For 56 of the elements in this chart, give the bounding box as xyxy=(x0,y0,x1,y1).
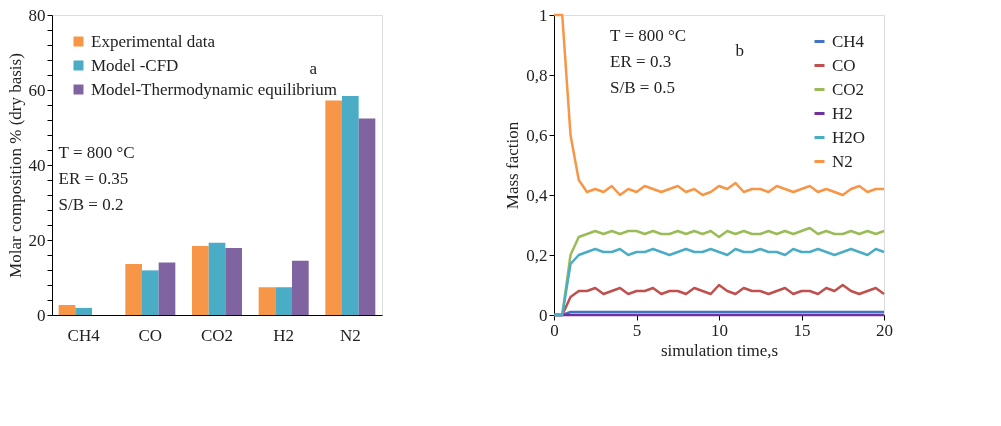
bar xyxy=(125,264,142,315)
legend-label: Model-Thermodynamic equilibrium xyxy=(91,79,337,99)
annotation: b xyxy=(735,41,744,60)
legend-label: H2O xyxy=(832,127,866,147)
bar xyxy=(208,242,226,315)
bar xyxy=(58,304,76,315)
x-axis-title: simulation time,s xyxy=(660,340,779,360)
x-tick-label: H2 xyxy=(273,325,295,345)
legend-label: H2 xyxy=(832,103,853,123)
y-tick-label: 0 xyxy=(37,305,46,325)
bar xyxy=(258,287,276,315)
y-tick-label: 0,2 xyxy=(526,245,548,265)
x-tick-label: 5 xyxy=(632,320,642,340)
bar xyxy=(342,96,359,315)
bar xyxy=(225,247,242,315)
y-tick-label: 60 xyxy=(28,80,46,100)
y-axis-title: Mass faction xyxy=(503,121,523,210)
y-tick-label: 40 xyxy=(28,155,46,175)
x-tick-label: N2 xyxy=(339,325,361,345)
annotation: S/B = 0.2 xyxy=(58,195,124,214)
x-tick-label: CO xyxy=(138,325,163,345)
bar xyxy=(292,260,309,315)
annotation: T = 800 °C xyxy=(58,143,135,162)
x-tick-label: CO2 xyxy=(200,325,234,345)
annotation: ER = 0.35 xyxy=(58,169,129,188)
y-tick-label: 0,4 xyxy=(526,185,548,205)
y-tick-label: 0 xyxy=(539,305,548,325)
legend-label: Experimental data xyxy=(91,31,216,51)
y-tick-label: 0,8 xyxy=(526,65,548,85)
annotation: S/B = 0.5 xyxy=(610,78,675,97)
bar xyxy=(358,118,376,315)
line-series xyxy=(552,247,886,317)
annotation: a xyxy=(309,59,318,78)
y-tick-label: 0,6 xyxy=(526,125,548,145)
y-axis-title: Molar composition % (dry basis) xyxy=(5,53,25,278)
y-tick-label: 80 xyxy=(28,5,46,25)
legend-label: CH4 xyxy=(832,31,865,51)
legend-label: CO xyxy=(832,55,856,75)
bar xyxy=(275,287,292,315)
legend-label: N2 xyxy=(832,151,853,171)
legend-label: CO2 xyxy=(832,79,865,99)
x-tick-label: CH4 xyxy=(67,325,101,345)
x-tick-label: 10 xyxy=(711,320,728,340)
bar xyxy=(325,100,342,315)
bar xyxy=(142,270,159,315)
y-tick-label: 20 xyxy=(28,230,46,250)
bar xyxy=(158,262,176,315)
legend-label: Model -CFD xyxy=(91,55,179,75)
y-tick-label: 1 xyxy=(539,5,548,25)
x-tick-label: 15 xyxy=(793,320,811,340)
x-tick-label: 20 xyxy=(876,320,893,340)
bar xyxy=(192,246,209,315)
annotation: ER = 0.3 xyxy=(610,52,672,71)
bar xyxy=(75,307,92,315)
annotation: T = 800 °C xyxy=(610,26,687,45)
line-series xyxy=(552,13,886,197)
